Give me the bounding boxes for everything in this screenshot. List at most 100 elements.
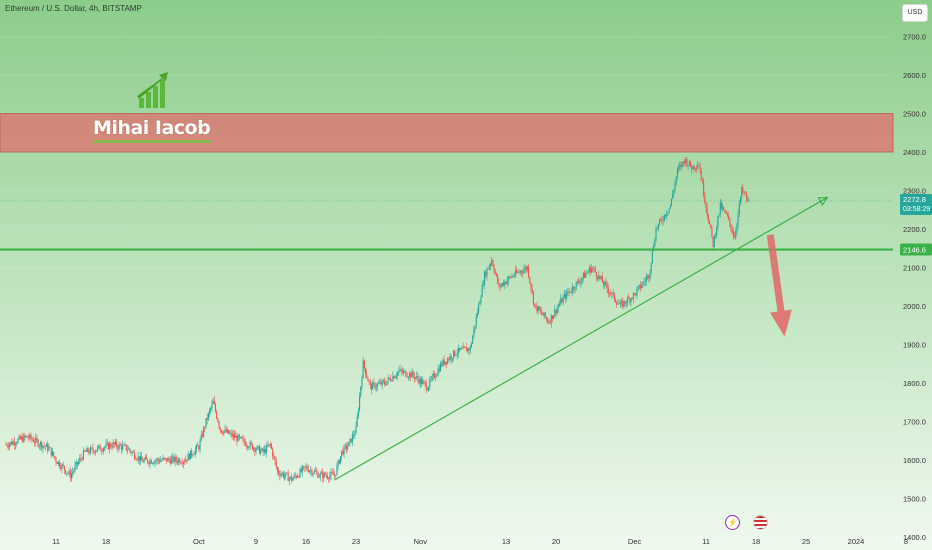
price-axis-labels: 2272.8 03:58:29 2146.6 bbox=[900, 193, 932, 256]
candle-body bbox=[486, 268, 488, 277]
candle-body bbox=[649, 270, 651, 279]
candle-body bbox=[19, 436, 21, 440]
candle-body bbox=[210, 408, 212, 411]
candlestick-series bbox=[5, 156, 750, 486]
candle-body bbox=[730, 223, 732, 230]
candle-body bbox=[339, 456, 342, 464]
candle-body bbox=[666, 214, 668, 217]
candle-body bbox=[360, 386, 362, 397]
growth-bars-arrow-icon bbox=[137, 72, 168, 108]
candle-body bbox=[6, 444, 8, 447]
candle-body bbox=[342, 450, 344, 455]
candle-body bbox=[303, 466, 305, 468]
candle-body bbox=[384, 381, 386, 385]
candle-body bbox=[288, 478, 290, 482]
candle-body bbox=[714, 235, 717, 236]
x-tick-label: 9 bbox=[254, 537, 258, 546]
candle-body bbox=[242, 438, 244, 440]
time-axis[interactable]: 11 18 Oct 9 16 23 Nov 13 20 Dec 11 18 25 2024 8 bbox=[52, 537, 908, 546]
candle-body bbox=[674, 182, 676, 191]
price-axis[interactable]: 2700.0 2600.0 2500.0 2400.0 2300.0 2200.0 2100… bbox=[893, 0, 932, 543]
candle-body bbox=[134, 452, 136, 459]
candle-body bbox=[426, 389, 428, 391]
projection-arrow[interactable] bbox=[766, 234, 792, 337]
candle-body bbox=[107, 442, 109, 450]
candle-body bbox=[205, 418, 207, 428]
candle-body bbox=[45, 444, 48, 447]
candle-body bbox=[687, 165, 689, 167]
candle-body bbox=[143, 459, 145, 463]
candle-body bbox=[612, 292, 614, 294]
candle-body bbox=[347, 446, 349, 450]
y-tick-label: 2200.0 bbox=[903, 225, 926, 234]
candle-body bbox=[78, 461, 80, 465]
candle-body bbox=[457, 347, 459, 354]
candle-body bbox=[116, 441, 118, 447]
candle-body bbox=[304, 466, 306, 468]
candle-body bbox=[735, 231, 737, 238]
candle-body bbox=[41, 442, 43, 449]
x-tick-label: 23 bbox=[352, 537, 360, 546]
candle-body bbox=[592, 267, 594, 269]
candle-body bbox=[623, 301, 625, 307]
candle-body bbox=[250, 442, 252, 444]
candle-body bbox=[588, 267, 590, 272]
candle-body bbox=[301, 466, 303, 472]
candle-body bbox=[716, 227, 718, 236]
candle-body bbox=[293, 475, 295, 479]
candle-body bbox=[398, 370, 400, 373]
candle-body bbox=[475, 316, 477, 326]
candle-body bbox=[219, 427, 221, 431]
candle-body bbox=[439, 363, 442, 372]
candle-body bbox=[587, 271, 589, 273]
candle-body bbox=[72, 471, 74, 474]
candle-body bbox=[93, 450, 95, 453]
candle-body bbox=[574, 288, 576, 290]
candle-body bbox=[507, 276, 509, 281]
candle-body bbox=[229, 433, 231, 434]
candle-body bbox=[703, 181, 705, 196]
candle-body bbox=[164, 458, 167, 459]
candle-body bbox=[737, 213, 739, 225]
candle-body bbox=[44, 446, 46, 447]
candle-body bbox=[81, 458, 83, 460]
candle-body bbox=[269, 443, 271, 445]
candle-body bbox=[397, 372, 399, 376]
candle-body bbox=[688, 161, 690, 166]
y-tick-label: 2300.0 bbox=[903, 187, 926, 196]
candle-body bbox=[194, 449, 196, 455]
candle-body bbox=[584, 273, 586, 278]
candle-body bbox=[645, 277, 648, 282]
currency-button[interactable]: USD bbox=[902, 4, 928, 22]
candle-body bbox=[511, 275, 513, 278]
candle-body bbox=[423, 380, 425, 382]
candle-body bbox=[142, 460, 144, 463]
candle-body bbox=[109, 443, 111, 450]
candle-body bbox=[307, 469, 309, 473]
trendline[interactable] bbox=[334, 196, 828, 481]
candle-body bbox=[39, 442, 42, 446]
candle-body bbox=[374, 383, 376, 389]
candle-body bbox=[104, 446, 106, 449]
us-flag-icon[interactable] bbox=[753, 515, 768, 530]
candle-body bbox=[647, 275, 649, 278]
candle-body bbox=[137, 456, 139, 460]
candle-body bbox=[606, 283, 608, 289]
candle-body bbox=[634, 293, 636, 294]
candle-body bbox=[28, 437, 30, 439]
candle-body bbox=[378, 383, 380, 384]
candle-body bbox=[406, 376, 408, 378]
candle-body bbox=[154, 460, 156, 464]
candle-body bbox=[361, 378, 363, 387]
candle-body bbox=[332, 473, 334, 476]
candle-body bbox=[500, 284, 502, 287]
candle-body bbox=[36, 437, 38, 441]
candle-body bbox=[481, 284, 483, 298]
candle-body bbox=[468, 348, 470, 351]
lightning-icon[interactable]: ⚡ bbox=[725, 515, 740, 530]
candle-body bbox=[673, 190, 675, 195]
candle-body bbox=[745, 193, 748, 199]
candle-body bbox=[309, 470, 311, 473]
candle-body bbox=[55, 458, 57, 463]
